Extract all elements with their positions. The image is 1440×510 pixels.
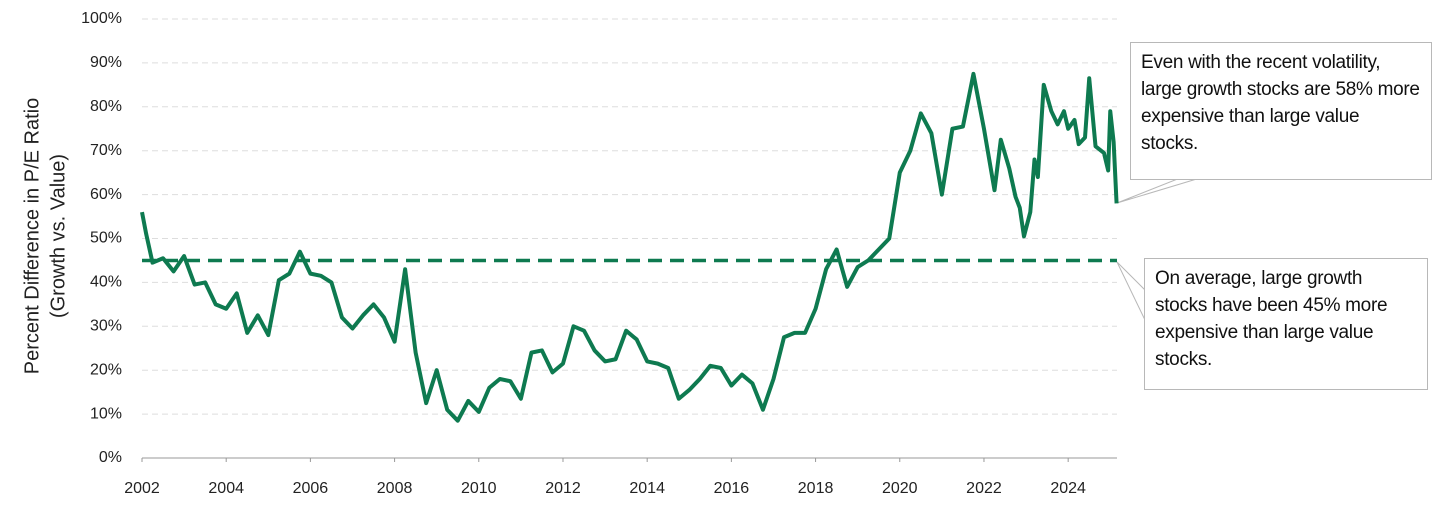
annotation: On average, large growth stocks have bee… (1144, 258, 1428, 390)
y-axis-title: Percent Difference in P/E Ratio (21, 98, 43, 374)
callout-pointer (1116, 261, 1146, 321)
annotation: Even with the recent volatility, large g… (1130, 42, 1432, 180)
y-tick-label: 90% (90, 54, 122, 71)
x-tick-label: 2004 (208, 480, 244, 497)
y-tick-label: 100% (81, 10, 122, 27)
x-tick-label: 2014 (629, 480, 665, 497)
x-tick-label: 2016 (714, 480, 750, 497)
x-tick-label: 2012 (545, 480, 581, 497)
y-tick-label: 30% (90, 318, 122, 335)
y-tick-label: 10% (90, 405, 122, 422)
x-tick-label: 2022 (966, 480, 1002, 497)
x-tick-label: 2018 (798, 480, 834, 497)
y-tick-label: 80% (90, 98, 122, 115)
y-axis-title: (Growth vs. Value) (47, 154, 69, 318)
y-tick-label: 0% (99, 449, 122, 466)
x-tick-label: 2010 (461, 480, 497, 497)
y-tick-label: 20% (90, 361, 122, 378)
data-line (140, 71, 1119, 423)
x-tick-label: 2020 (882, 480, 918, 497)
x-tick-label: 2024 (1050, 480, 1086, 497)
y-tick-label: 70% (90, 142, 122, 159)
y-tick-label: 40% (90, 274, 122, 291)
y-tick-label: 60% (90, 186, 122, 203)
x-tick-label: 2006 (293, 480, 329, 497)
y-tick-label: 50% (90, 230, 122, 247)
x-tick-label: 2008 (377, 480, 413, 497)
x-tick-label: 2002 (124, 480, 160, 497)
callout-pointer (1116, 177, 1201, 204)
